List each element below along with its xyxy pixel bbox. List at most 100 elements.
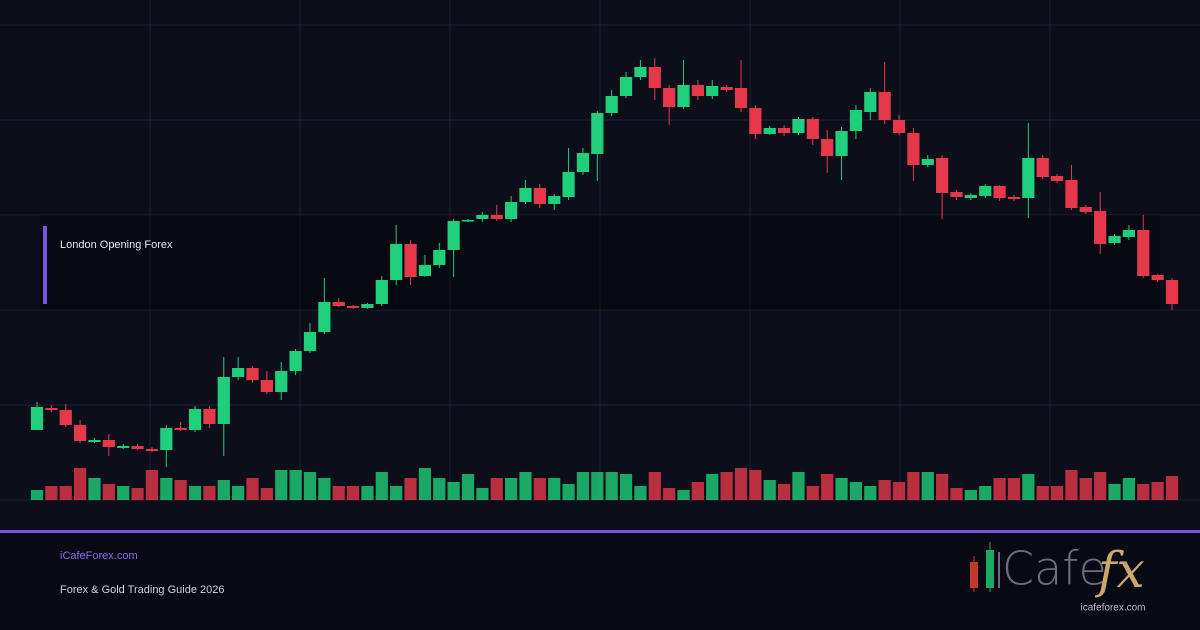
logo: Cafe fx icafeforex.com bbox=[970, 541, 1146, 614]
volume-bar bbox=[792, 472, 805, 500]
volume-bar bbox=[619, 474, 633, 500]
volume-bar bbox=[1137, 484, 1150, 500]
candle-body bbox=[246, 368, 259, 380]
volume-bar bbox=[30, 490, 44, 500]
volume-bar bbox=[145, 470, 159, 500]
candle-body bbox=[404, 244, 417, 277]
candle-body bbox=[1007, 197, 1021, 199]
logo-accent: fx bbox=[1094, 541, 1145, 599]
candle-body bbox=[117, 446, 130, 448]
session-label: London Opening Forex bbox=[60, 239, 173, 251]
volume-bar bbox=[936, 474, 949, 500]
volume-bar bbox=[375, 472, 388, 500]
candle-body bbox=[1108, 236, 1121, 243]
candle-body bbox=[45, 408, 58, 410]
candle-body bbox=[777, 128, 791, 133]
logo-url: icafeforex.com bbox=[1080, 603, 1145, 614]
candle-body bbox=[1065, 180, 1078, 208]
divider bbox=[0, 530, 1200, 533]
volume-bar bbox=[332, 486, 345, 500]
volume-bar bbox=[476, 488, 489, 500]
session-marker bbox=[43, 226, 47, 304]
volume-bar bbox=[1036, 486, 1049, 500]
volume-bar bbox=[777, 484, 791, 500]
candle-body bbox=[605, 96, 618, 113]
candle-body bbox=[490, 215, 503, 219]
candle-body bbox=[361, 304, 374, 308]
candle-body bbox=[907, 133, 920, 165]
candle-body bbox=[634, 67, 647, 77]
volume-bar bbox=[461, 474, 475, 500]
volume-bar bbox=[505, 478, 518, 500]
candle-body bbox=[447, 221, 460, 250]
candle-body bbox=[950, 192, 963, 197]
candle-body bbox=[706, 86, 719, 96]
candle-body bbox=[921, 159, 934, 165]
candle-body bbox=[648, 67, 661, 88]
volume-bar bbox=[706, 474, 719, 500]
volume-bar bbox=[1065, 470, 1078, 500]
volume-bar bbox=[864, 486, 877, 500]
candle-body bbox=[88, 440, 101, 442]
candle-body bbox=[160, 428, 173, 450]
volume-bar bbox=[318, 478, 331, 500]
volume-bar bbox=[203, 486, 216, 500]
volume-bar bbox=[648, 472, 661, 500]
volume-bar bbox=[390, 486, 403, 500]
volume-bar bbox=[275, 470, 288, 500]
volume-bar bbox=[45, 486, 58, 500]
volume-bar bbox=[346, 486, 360, 500]
candle-body bbox=[433, 250, 446, 265]
volume-bar bbox=[591, 472, 604, 500]
candle-body bbox=[260, 380, 273, 392]
volume-bar bbox=[117, 486, 130, 500]
volume-bar bbox=[447, 482, 460, 500]
candle-body bbox=[677, 85, 690, 107]
candle-body bbox=[375, 280, 388, 304]
candle-body bbox=[1137, 230, 1150, 276]
volume-bar bbox=[562, 484, 575, 500]
candle-body bbox=[461, 220, 475, 222]
candle-body bbox=[821, 139, 834, 156]
volume-bar bbox=[217, 480, 230, 500]
candle-body bbox=[390, 244, 403, 280]
candle-body bbox=[849, 110, 863, 131]
candle-body bbox=[505, 202, 518, 219]
candle-body bbox=[663, 88, 676, 107]
candle-body bbox=[878, 92, 891, 120]
volume-bar bbox=[1151, 482, 1164, 500]
session-box bbox=[40, 215, 1160, 310]
logo-word: Cafe bbox=[1002, 542, 1107, 596]
volume-bar bbox=[490, 478, 503, 500]
volume-bar bbox=[663, 488, 676, 500]
volume-bar bbox=[720, 472, 733, 500]
volume-bar bbox=[361, 486, 374, 500]
volume-bar bbox=[73, 468, 87, 500]
candle-body bbox=[1036, 158, 1049, 177]
volume-bar bbox=[246, 478, 259, 500]
candle-body bbox=[418, 265, 432, 276]
volume-bar bbox=[749, 470, 762, 500]
candle-body bbox=[174, 428, 187, 430]
candle-body bbox=[936, 158, 949, 193]
candle-body bbox=[102, 440, 115, 447]
candle-body bbox=[993, 186, 1006, 198]
volume-bar bbox=[763, 480, 776, 500]
volume-bar bbox=[232, 486, 245, 500]
candle-body bbox=[145, 449, 159, 451]
candle-body bbox=[346, 306, 360, 308]
volume-bar bbox=[634, 486, 647, 500]
candle-body bbox=[1050, 176, 1064, 181]
volume-bar bbox=[404, 478, 417, 500]
footer-subtitle: Forex & Gold Trading Guide 2026 bbox=[60, 584, 224, 596]
candle-body bbox=[217, 377, 230, 424]
volume-bar bbox=[835, 478, 848, 500]
candle-body bbox=[318, 302, 331, 332]
candle-body bbox=[979, 186, 992, 196]
volume-bar bbox=[806, 486, 819, 500]
volume-bar bbox=[433, 478, 446, 500]
volume-bar bbox=[548, 478, 561, 500]
candle-body bbox=[1151, 275, 1164, 280]
candle-body bbox=[1079, 207, 1092, 212]
